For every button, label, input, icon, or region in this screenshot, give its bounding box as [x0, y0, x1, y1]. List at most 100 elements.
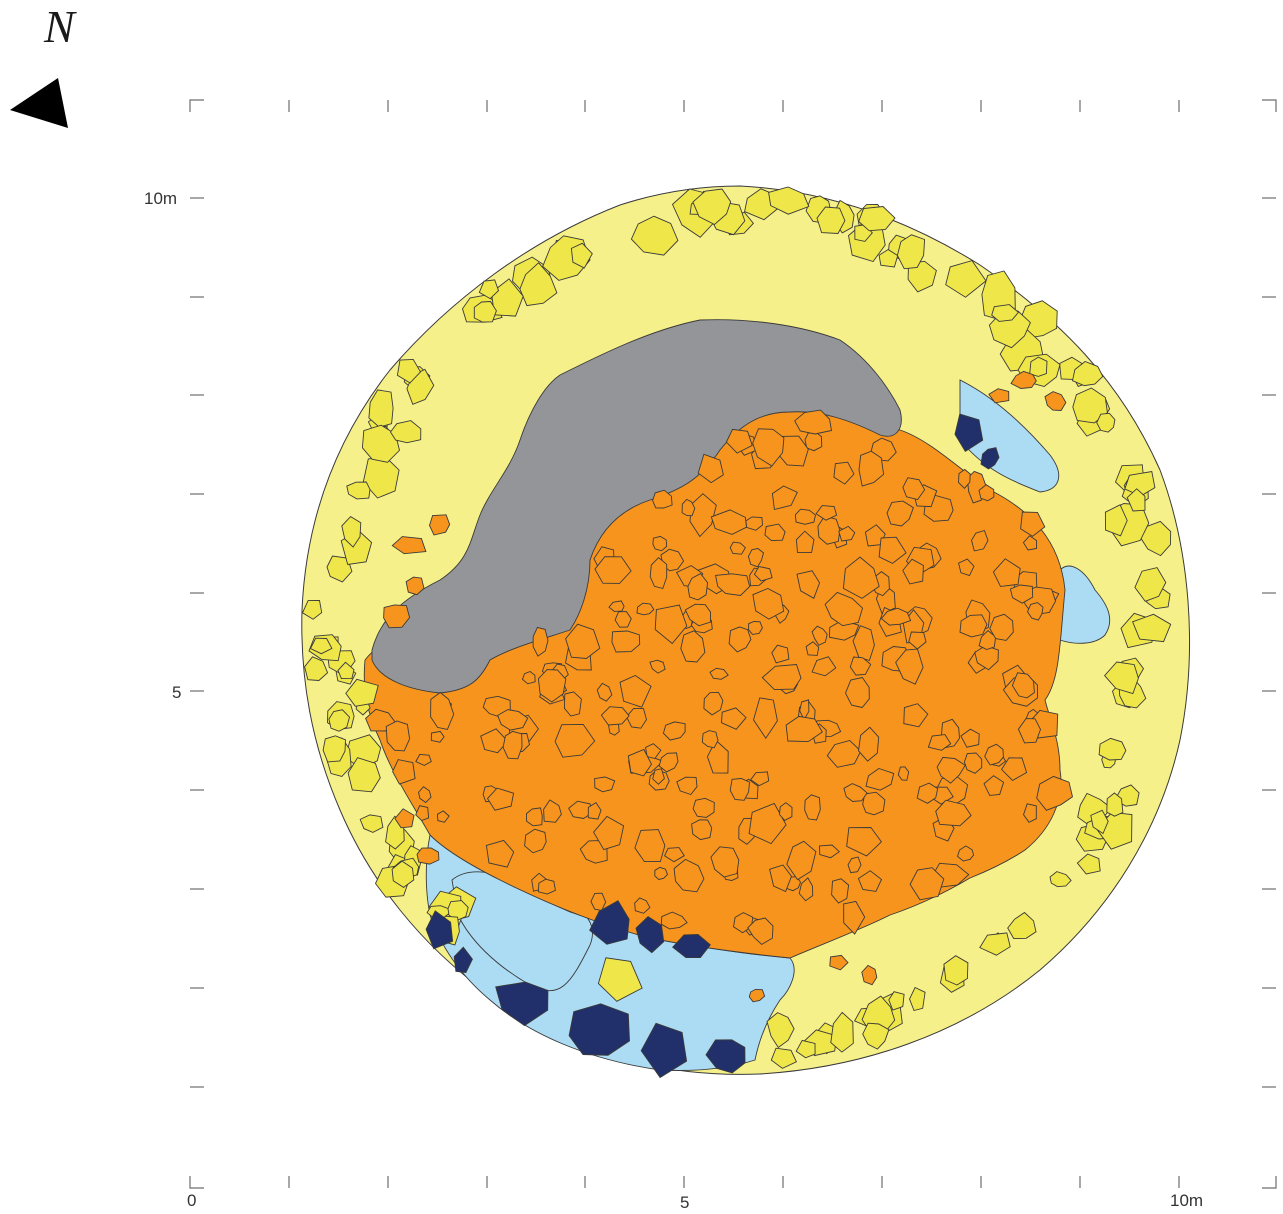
floor-stone	[1036, 775, 1074, 811]
wall-stone	[1090, 809, 1109, 835]
floor-stone	[590, 892, 607, 911]
dark-stone	[589, 900, 630, 945]
floor-stone	[826, 739, 862, 768]
wall-stone	[795, 1039, 816, 1059]
wall-orange-stone	[1010, 370, 1037, 389]
floor-stone	[815, 505, 838, 521]
floor-stone	[811, 625, 828, 646]
floor-stone	[676, 776, 698, 796]
wall-stone	[346, 481, 371, 500]
wall-stone	[862, 1022, 890, 1050]
floor-stone	[750, 771, 770, 787]
floor-stone	[838, 525, 856, 542]
floor-stone	[593, 815, 625, 851]
wall-stone	[1098, 737, 1127, 761]
floor-stone	[1011, 672, 1035, 699]
wall-stone	[979, 932, 1011, 956]
floor-stone	[956, 845, 975, 862]
floor-stone	[771, 485, 798, 511]
wall-stone	[1096, 412, 1116, 433]
x-label-mid: 5	[680, 1193, 690, 1212]
wall-orange-stone	[416, 847, 440, 865]
floor-stone	[761, 664, 802, 691]
dark-stone	[705, 1039, 746, 1074]
floor-stone	[908, 631, 927, 650]
north-label: N	[44, 1, 75, 52]
wall-stone	[630, 215, 679, 256]
floor-stone	[524, 828, 547, 854]
wall-stone	[368, 389, 394, 428]
floor-stone	[436, 810, 450, 823]
wall-stone	[816, 206, 846, 234]
floor-stone	[747, 917, 774, 945]
floor-stone	[664, 847, 685, 863]
floor-stone	[418, 786, 432, 804]
floor-stone	[1022, 803, 1037, 823]
floor-stone	[652, 535, 668, 552]
floor-stone	[779, 802, 793, 821]
floor-stone	[543, 799, 562, 823]
floor-stone	[687, 573, 709, 601]
floor-stone	[728, 626, 752, 653]
wall-stone	[943, 955, 969, 986]
floor-stone	[521, 670, 536, 685]
floor-stone	[959, 614, 988, 638]
floor-stone	[634, 897, 651, 914]
floor-stone	[619, 674, 652, 708]
wall-stone	[301, 599, 323, 620]
floor-stone	[627, 748, 653, 777]
floor-stone	[1009, 584, 1034, 604]
wall-orange-stone	[394, 808, 415, 829]
floor-stone	[824, 591, 864, 627]
floor-stone	[654, 866, 669, 880]
wall-stone	[907, 260, 937, 293]
wall-stone	[1049, 871, 1072, 888]
floor-stone	[634, 829, 666, 863]
wall-stone	[1104, 504, 1128, 537]
floor-stone	[992, 558, 1021, 587]
floor-stone	[611, 630, 641, 653]
wall-stone	[341, 516, 362, 548]
wall-stone	[692, 188, 732, 226]
floor-stone	[752, 588, 785, 620]
floor-stone	[752, 428, 785, 467]
wall-stone	[768, 186, 810, 215]
wall-stone	[878, 248, 899, 268]
wall-stone	[391, 860, 415, 888]
floor-stone	[537, 878, 556, 895]
floor-stone	[958, 558, 975, 577]
floor-stone	[703, 691, 724, 716]
floor-stone	[978, 629, 997, 650]
floor-stone	[771, 644, 790, 664]
floor-stone	[745, 516, 763, 531]
floor-stone	[684, 603, 711, 627]
floor-stone	[710, 509, 747, 535]
floor-stone	[805, 641, 820, 656]
wall-stone	[322, 735, 346, 763]
wall-stone	[396, 358, 422, 384]
floor-stone	[587, 801, 602, 820]
floor-stone	[764, 523, 786, 542]
wall-stone	[766, 1012, 795, 1049]
wall-stone	[1132, 613, 1172, 643]
floor-stone	[701, 730, 719, 749]
floor-stone	[649, 659, 666, 674]
floor-stone	[903, 703, 929, 728]
floor-stone	[692, 797, 715, 818]
floor-stone	[662, 721, 686, 741]
floor-stone	[819, 844, 841, 859]
wall-stone	[1007, 911, 1037, 940]
wall-stone	[909, 986, 926, 1012]
wall-stone	[347, 757, 381, 793]
floor-stone	[846, 827, 882, 857]
wall-stone	[1071, 360, 1104, 387]
wall-stone	[858, 206, 896, 232]
y-label-mid: 5	[172, 683, 182, 702]
floor-stone	[748, 621, 763, 635]
frame-corners	[189, 99, 1277, 1189]
dark-stone	[635, 916, 665, 954]
floor-stone	[785, 715, 823, 743]
floor-stone	[1001, 757, 1028, 782]
floor-stone	[710, 846, 740, 878]
floor-stone	[936, 756, 966, 784]
